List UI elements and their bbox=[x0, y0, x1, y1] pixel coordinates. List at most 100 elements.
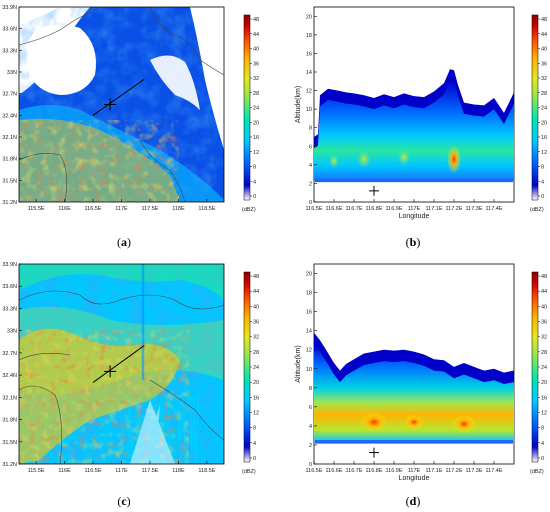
x-tick-label: 118E bbox=[172, 468, 185, 474]
echo-profile-d bbox=[314, 332, 514, 444]
y-tick-label: 2 bbox=[309, 181, 312, 187]
colorbar-tick-label: 24 bbox=[541, 106, 547, 112]
echo-profile-b bbox=[314, 69, 514, 183]
x-tick-label: 115.5E bbox=[28, 468, 45, 474]
colorbar-tick-label: 0 bbox=[541, 194, 544, 200]
colorbar-unit: (dBZ) bbox=[242, 207, 256, 213]
y-tick-label: 8 bbox=[309, 126, 312, 132]
colorbar-tick-label: 28 bbox=[253, 91, 259, 97]
y-tick-label: 12 bbox=[306, 89, 312, 95]
echo-base-band bbox=[315, 440, 513, 444]
y-tick-label: 32.7N bbox=[2, 351, 17, 357]
y-tick-label: 0 bbox=[309, 462, 312, 468]
x-tick-label: 116E bbox=[58, 468, 71, 474]
colorbar-tick-label: 40 bbox=[541, 47, 547, 53]
colorbar-unit: (dBZ) bbox=[530, 207, 544, 213]
colorbar-tick-label: 4 bbox=[541, 179, 544, 185]
y-tick-label: 18 bbox=[306, 33, 312, 39]
colorbar-tick-label: 4 bbox=[253, 441, 256, 447]
y-tick-label: 20 bbox=[306, 14, 312, 20]
colorbar-tick-label: 48 bbox=[541, 17, 547, 23]
colorbar-tick-label: 44 bbox=[541, 32, 547, 38]
colorbar-tick-label: 8 bbox=[541, 426, 544, 432]
x-tick-label: 116.8E bbox=[365, 468, 382, 474]
x-ticks-b: 116.5E 116.6E 116.7E 116.8E 116.9E 117E 117.1E… bbox=[305, 199, 503, 212]
colorbar-tick-label: 28 bbox=[541, 91, 547, 97]
x-tick-label: 117.4E bbox=[485, 468, 502, 474]
colorbar-tick-label: 36 bbox=[253, 61, 259, 67]
y-tick-label: 2 bbox=[309, 443, 312, 449]
y-tick-label: 6 bbox=[309, 405, 312, 411]
y-ticks-c: 31.2N 31.5N 31.8N 32.1N 32.4N 32.7N 33N 33.3N 33… bbox=[2, 262, 22, 468]
x-ticks-c: 115.5E 116E 116.5E 117E 117.5E 118E 118.5E bbox=[28, 461, 216, 474]
svg-text:(c): (c) bbox=[117, 494, 130, 508]
colorbar-tick-label: 32 bbox=[541, 335, 547, 341]
colorbar-tick-label: 0 bbox=[253, 194, 256, 200]
y-ticks-a: 31.2N 31.5N 31.8N 32.1N 32.4N 32.7N 33N 33.3N 33… bbox=[2, 5, 22, 206]
x-axis-label-b: Longitude bbox=[399, 213, 430, 220]
colorbar-unit: (dBZ) bbox=[530, 469, 544, 475]
marker-a bbox=[104, 98, 117, 111]
colorbar-tick-label: 12 bbox=[253, 411, 259, 417]
colorbar-tick-label: 32 bbox=[541, 76, 547, 82]
x-tick-label: 118E bbox=[172, 206, 185, 212]
reflectivity-maximum bbox=[447, 145, 461, 174]
y-tick-label: 33.9N bbox=[2, 262, 17, 268]
colorbar-tick-label: 4 bbox=[541, 441, 544, 447]
x-tick-label: 117E bbox=[115, 206, 128, 212]
panel-c-map bbox=[18, 263, 225, 465]
colorbar-tick-label: 16 bbox=[541, 135, 547, 141]
y-tick-label: 6 bbox=[309, 144, 312, 150]
colorbar-tick-label: 36 bbox=[541, 61, 547, 67]
y-ticks-d: 0 2 4 6 8 10 12 14 16 18 20 bbox=[306, 272, 317, 468]
y-tick-label: 4 bbox=[309, 163, 312, 169]
x-tick-label: 117.5E bbox=[141, 206, 158, 212]
svg-text:(a): (a) bbox=[117, 235, 131, 249]
x-tick-label: 116.7E bbox=[345, 468, 362, 474]
colorbar-tick-label: 24 bbox=[253, 365, 259, 371]
reflectivity-maximum bbox=[360, 412, 388, 433]
colorbar-scale bbox=[243, 14, 251, 201]
y-tick-label: 32.4N bbox=[2, 373, 17, 379]
colorbar-tick-label: 20 bbox=[541, 380, 547, 386]
colorbar-tick-label: 24 bbox=[253, 106, 259, 112]
colorbar-tick-label: 36 bbox=[253, 320, 259, 326]
y-tick-label: 33.6N bbox=[2, 27, 17, 33]
y-tick-label: 8 bbox=[309, 386, 312, 392]
panel-c: 115.5E 116E 116.5E 117E 117.5E 118E 118.5E 31.… bbox=[2, 262, 259, 475]
colorbar-tick-label: 20 bbox=[253, 120, 259, 126]
x-tick-label: 116.5E bbox=[305, 468, 322, 474]
panel-a: 115.5E 116E 116.5E 117E 117.5E 118E 118.5E 31.… bbox=[2, 5, 259, 213]
x-tick-label: 117E bbox=[408, 206, 421, 212]
x-tick-label: 116E bbox=[58, 206, 71, 212]
x-tick-label: 117.1E bbox=[425, 468, 442, 474]
y-tick-label: 31.2N bbox=[2, 200, 17, 206]
y-tick-label: 33.3N bbox=[2, 306, 17, 312]
x-tick-label: 115.5E bbox=[28, 206, 45, 212]
colorbar-tick-label: 16 bbox=[541, 395, 547, 401]
no-echo-area bbox=[27, 24, 96, 96]
x-tick-label: 117.2E bbox=[445, 468, 462, 474]
svg-text:(b): (b) bbox=[406, 235, 421, 249]
colorbar-tick-label: 16 bbox=[253, 135, 259, 141]
caption-a: (a) bbox=[117, 235, 131, 249]
colorbar-tick-label: 20 bbox=[253, 380, 259, 386]
y-tick-label: 10 bbox=[306, 107, 312, 113]
y-tick-label: 16 bbox=[306, 310, 312, 316]
colorbar-tick-label: 8 bbox=[541, 165, 544, 171]
colorbar-tick-label: 28 bbox=[253, 350, 259, 356]
colorbar-scale bbox=[243, 271, 251, 463]
x-tick-label: 116.6E bbox=[325, 206, 342, 212]
y-tick-label: 33N bbox=[7, 70, 17, 76]
echo-base-band bbox=[315, 178, 513, 183]
colorbar-scale bbox=[531, 271, 539, 463]
cross-section-line-a bbox=[92, 78, 145, 116]
x-tick-label: 116.9E bbox=[385, 468, 402, 474]
x-tick-label: 117E bbox=[115, 468, 128, 474]
y-tick-label: 32.4N bbox=[2, 113, 17, 119]
x-tick-label: 116.6E bbox=[325, 468, 342, 474]
y-ticks-b: 0 2 4 6 8 10 12 14 16 18 20 bbox=[306, 14, 317, 206]
x-tick-label: 118.5E bbox=[198, 206, 215, 212]
